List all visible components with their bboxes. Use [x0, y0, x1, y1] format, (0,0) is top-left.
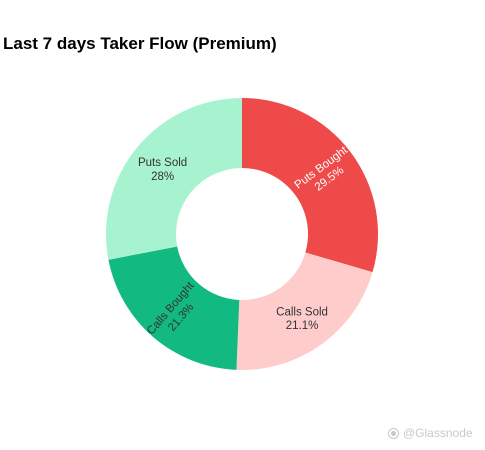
glassnode-logo-icon: [388, 427, 399, 439]
watermark-text: @Glassnode: [403, 426, 473, 440]
slice-calls-sold[interactable]: [236, 252, 373, 370]
slice-calls-bought[interactable]: [108, 246, 240, 370]
slice-puts-sold[interactable]: [105, 98, 242, 260]
slice-puts-bought[interactable]: [242, 98, 379, 273]
chart-title: Last 7 days Taker Flow (Premium): [3, 34, 277, 53]
donut-slices: [105, 98, 379, 370]
slice-label-calls-sold: Calls Sold 21.1%: [276, 306, 328, 332]
slice-label-puts-sold: Puts Sold 28%: [138, 157, 187, 183]
watermark: @Glassnode: [388, 426, 473, 440]
